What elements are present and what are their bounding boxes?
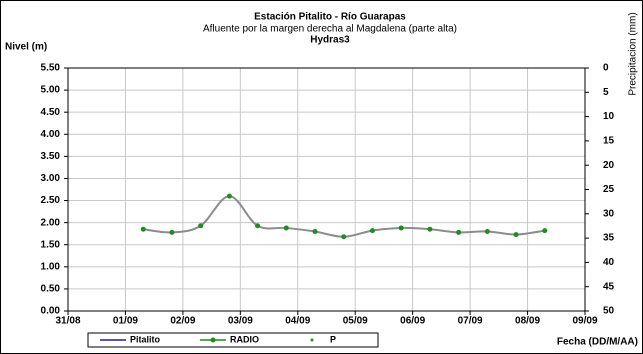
- y-tick-label: 5.50: [41, 63, 61, 74]
- point: [226, 193, 232, 199]
- y2-tick-label: 30: [603, 208, 615, 219]
- y-tick-label: 3.50: [41, 151, 61, 162]
- point: [484, 228, 490, 234]
- x-tick-label: 31/08: [55, 316, 80, 327]
- point: [427, 226, 433, 232]
- x-tick-label: 09/09: [572, 316, 597, 327]
- y-tick-label: 3.00: [41, 173, 61, 184]
- y2-tick-label: 25: [603, 184, 615, 195]
- point: [169, 229, 175, 235]
- legend-swatch: [310, 338, 314, 342]
- y-tick-label: 2.50: [41, 195, 61, 206]
- x-tick-label: 01/09: [113, 316, 138, 327]
- y2-axis-label: Precipitacion (mm): [628, 12, 639, 95]
- x-tick-label: 05/09: [343, 316, 368, 327]
- x-tick-label: 06/09: [400, 316, 425, 327]
- legend-label: Pitalito: [130, 334, 161, 344]
- chart-title: Estación Pitalito - Río Guarapas: [254, 12, 406, 23]
- y-axis-label: Nivel (m): [5, 42, 47, 53]
- y-tick-label: 4.50: [41, 107, 61, 118]
- y-tick-label: 1.50: [41, 239, 61, 250]
- point: [312, 228, 318, 234]
- legend: [87, 332, 379, 348]
- point: [513, 232, 519, 238]
- y-tick-label: 2.00: [41, 217, 61, 228]
- plot-area: [67, 67, 586, 312]
- y-tick-label: 1.00: [41, 261, 61, 272]
- y-tick-label: 0.50: [41, 284, 61, 295]
- chart-subtitle: Afluente por la margen derecha al Magdal…: [203, 24, 457, 35]
- x-tick-label: 04/09: [285, 316, 310, 327]
- y2-tick-label: 5: [603, 87, 609, 98]
- legend-swatch: [210, 337, 216, 343]
- point: [198, 223, 204, 229]
- point: [341, 234, 347, 240]
- legend-label: RADIO: [230, 334, 259, 344]
- point: [369, 228, 375, 234]
- point: [542, 228, 548, 234]
- legend-label: P: [330, 334, 336, 344]
- y-tick-label: 5.00: [41, 85, 61, 96]
- station-code: Hydras3: [310, 35, 350, 46]
- y2-tick-label: 40: [603, 257, 615, 268]
- y2-tick-label: 20: [603, 160, 615, 171]
- x-tick-label: 02/09: [170, 316, 195, 327]
- point: [283, 225, 289, 231]
- x-tick-label: 03/09: [228, 316, 253, 327]
- y2-tick-label: 45: [603, 281, 615, 292]
- y2-tick-label: 50: [603, 306, 615, 317]
- y-tick-label: 4.00: [41, 129, 61, 140]
- y2-tick-label: 10: [603, 111, 615, 122]
- point: [255, 223, 261, 229]
- y2-tick-label: 35: [603, 233, 615, 244]
- x-tick-label: 07/09: [458, 316, 483, 327]
- y2-tick-label: 15: [603, 136, 615, 147]
- point: [456, 229, 462, 235]
- y2-tick-label: 0: [603, 63, 609, 74]
- x-tick-label: 08/09: [515, 316, 540, 327]
- point: [140, 226, 146, 232]
- y-tick-label: 0.00: [41, 306, 61, 317]
- point: [398, 225, 404, 231]
- x-axis-label: Fecha (DD/M/AA): [557, 337, 638, 348]
